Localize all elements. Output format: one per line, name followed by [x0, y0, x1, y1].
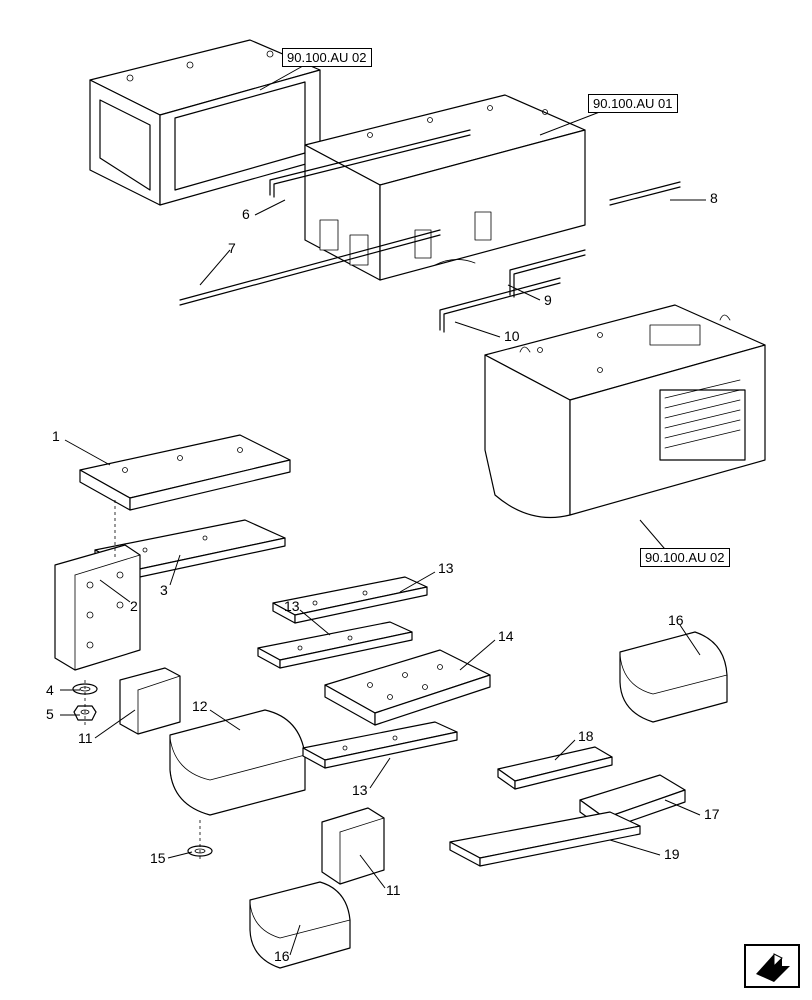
foam-12: [155, 700, 315, 820]
callout-4: 4: [46, 682, 54, 698]
callout-10: 10: [504, 328, 520, 344]
callout-7: 7: [228, 240, 236, 256]
strip-19: [440, 810, 650, 875]
plate-1: [70, 430, 300, 530]
callout-8: 8: [710, 190, 718, 206]
callout-16-right: 16: [668, 612, 684, 628]
strip-18: [490, 745, 620, 795]
callout-16-left: 16: [274, 948, 290, 964]
trim-lines: [140, 160, 700, 420]
callout-6: 6: [242, 206, 250, 222]
ref-mid-right: 90.100.AU 02: [640, 548, 730, 567]
plate-14: [310, 635, 500, 755]
callout-2: 2: [130, 598, 138, 614]
callout-13a: 13: [438, 560, 454, 576]
callout-13c: 13: [352, 782, 368, 798]
foam-16-left: [235, 870, 355, 975]
callout-3: 3: [160, 582, 168, 598]
callout-9: 9: [544, 292, 552, 308]
diagram-canvas: 90.100.AU 02 90.100.AU 01 90.100.AU 02 1…: [0, 0, 812, 1000]
ref-top-left: 90.100.AU 02: [282, 48, 372, 67]
callout-15: 15: [150, 850, 166, 866]
washer-4: [70, 680, 100, 698]
callout-5: 5: [46, 706, 54, 722]
callout-19: 19: [664, 846, 680, 862]
ref-top-right: 90.100.AU 01: [588, 94, 678, 113]
callout-11-left: 11: [78, 730, 93, 746]
callout-14: 14: [498, 628, 514, 644]
callout-17: 17: [704, 806, 720, 822]
callout-1: 1: [52, 428, 60, 444]
washer-15: [185, 842, 215, 860]
foam-16-right: [605, 620, 735, 730]
callout-13b: 13: [284, 598, 300, 614]
callout-12: 12: [192, 698, 208, 714]
bracket-2: [45, 540, 155, 680]
next-page-icon[interactable]: [744, 944, 800, 988]
callout-18: 18: [578, 728, 594, 744]
nut-5: [70, 702, 100, 726]
callout-11-center: 11: [386, 882, 401, 898]
